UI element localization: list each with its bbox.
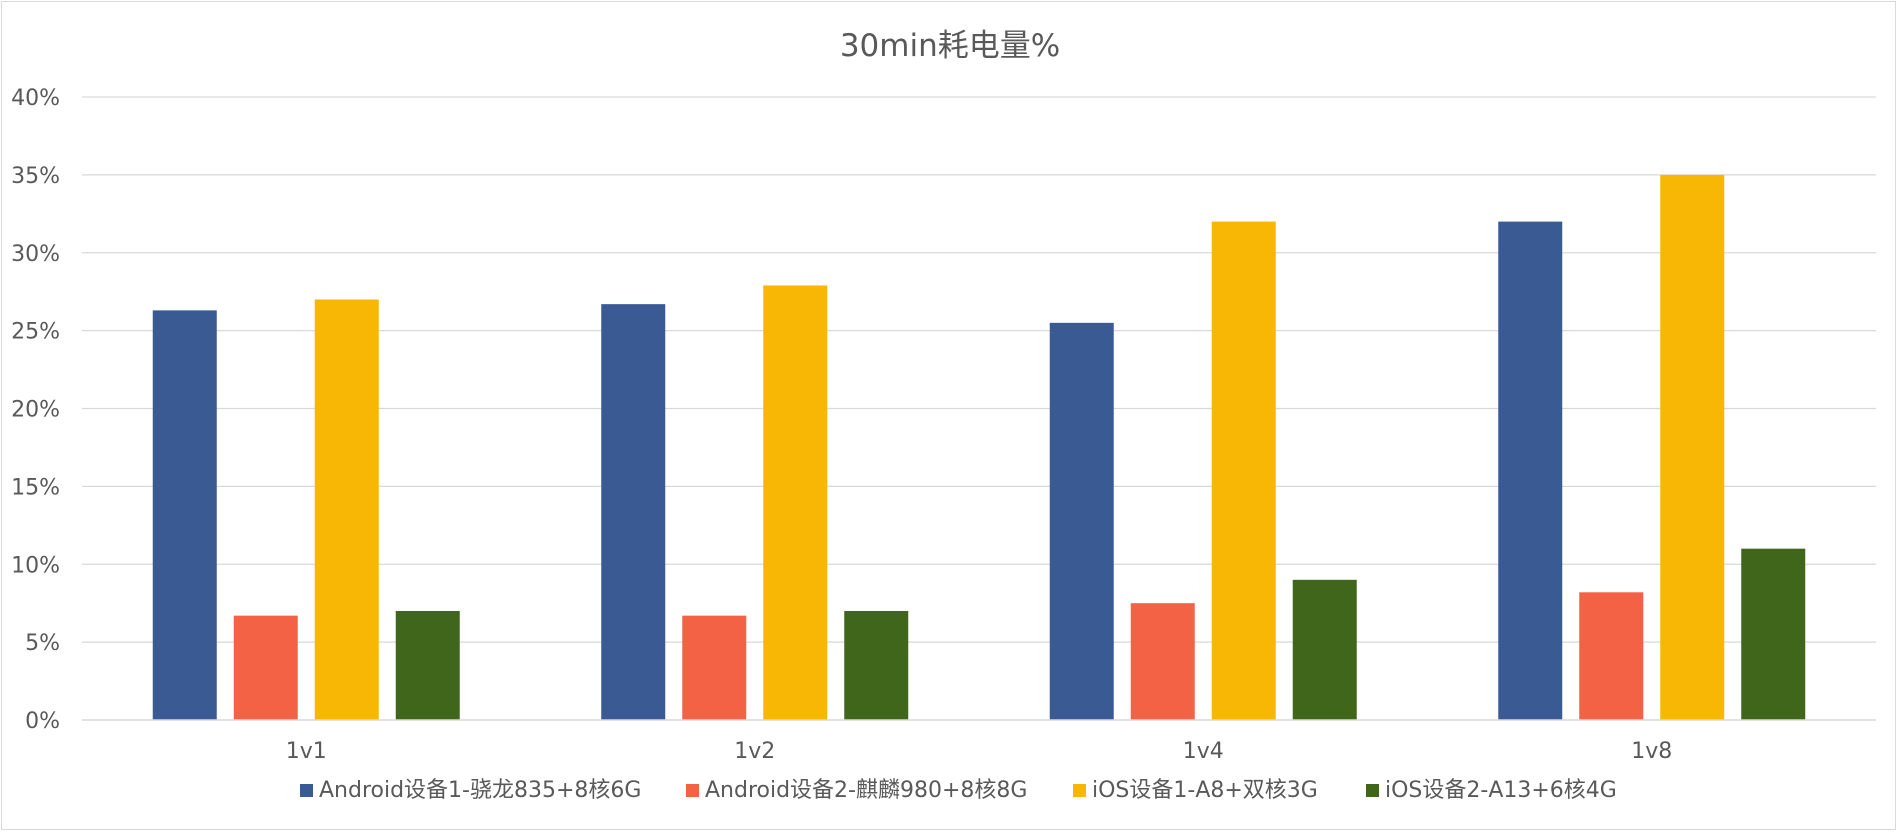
bar-1v2-series-1 — [601, 304, 666, 720]
y-tick-label: 15% — [11, 475, 60, 500]
chart-title: 30min耗电量% — [840, 28, 1060, 64]
x-axis-categories: 1v1 1v2 1v4 1v8 — [286, 739, 1673, 764]
x-tick-label: 1v8 — [1631, 739, 1672, 764]
bar-1v4-series-3 — [1211, 221, 1276, 720]
legend-swatch — [300, 784, 313, 797]
y-tick-label: 35% — [11, 164, 60, 189]
legend-swatch — [1366, 784, 1379, 797]
bar-1v1-series-2 — [233, 615, 298, 720]
y-tick-label: 0% — [25, 709, 60, 734]
legend-label: Android设备2-麒麟980+8核8G — [705, 778, 1027, 803]
x-tick-label: 1v1 — [286, 739, 327, 764]
bar-1v4-series-1 — [1049, 322, 1114, 720]
bar-1v1-series-1 — [152, 310, 217, 720]
bar-1v2-series-3 — [763, 285, 828, 720]
y-tick-label: 5% — [25, 631, 60, 656]
bar-1v8-series-3 — [1660, 174, 1725, 720]
y-tick-label: 30% — [11, 242, 60, 267]
legend-item-4[interactable]: iOS设备2-A13+6核4G — [1366, 778, 1617, 803]
x-tick-label: 1v2 — [734, 739, 775, 764]
bar-1v1-series-4 — [395, 610, 460, 720]
legend-item-2[interactable]: Android设备2-麒麟980+8核8G — [686, 778, 1027, 803]
legend-label: Android设备1-骁龙835+8核6G — [319, 778, 641, 803]
bar-1v1-series-3 — [314, 299, 379, 720]
y-tick-label: 40% — [11, 86, 60, 111]
legend-swatch — [686, 784, 699, 797]
legend-label: iOS设备1-A8+双核3G — [1092, 778, 1318, 803]
legend-item-3[interactable]: iOS设备1-A8+双核3G — [1073, 778, 1318, 803]
bar-1v4-series-4 — [1292, 579, 1357, 720]
bars — [152, 174, 1806, 720]
gridlines — [82, 96, 1876, 643]
x-tick-label: 1v4 — [1183, 739, 1224, 764]
y-tick-label: 20% — [11, 398, 60, 423]
bar-1v8-series-2 — [1579, 592, 1644, 720]
bar-1v8-series-4 — [1741, 548, 1806, 720]
bar-1v2-series-4 — [844, 610, 909, 720]
legend[interactable]: Android设备1-骁龙835+8核6G Android设备2-麒麟980+8核… — [300, 778, 1617, 803]
y-axis-ticks: 0% 5% 10% 15% 20% 25% 30% 35% 40% — [11, 86, 60, 734]
bar-1v4-series-2 — [1130, 603, 1195, 720]
bar-1v8-series-1 — [1498, 221, 1563, 720]
bar-1v2-series-2 — [682, 615, 747, 720]
y-tick-label: 25% — [11, 320, 60, 345]
legend-swatch — [1073, 784, 1086, 797]
legend-label: iOS设备2-A13+6核4G — [1385, 778, 1617, 803]
y-tick-label: 10% — [11, 553, 60, 578]
legend-item-1[interactable]: Android设备1-骁龙835+8核6G — [300, 778, 641, 803]
